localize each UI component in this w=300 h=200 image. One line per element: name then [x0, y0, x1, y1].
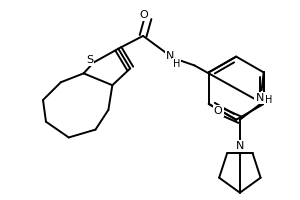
Text: S: S	[86, 55, 93, 65]
Text: N: N	[166, 51, 174, 61]
Text: N: N	[256, 93, 264, 103]
Text: H: H	[265, 95, 272, 105]
Text: H: H	[173, 59, 180, 69]
Text: N: N	[236, 141, 244, 151]
Text: O: O	[214, 106, 223, 116]
Text: O: O	[140, 10, 148, 20]
